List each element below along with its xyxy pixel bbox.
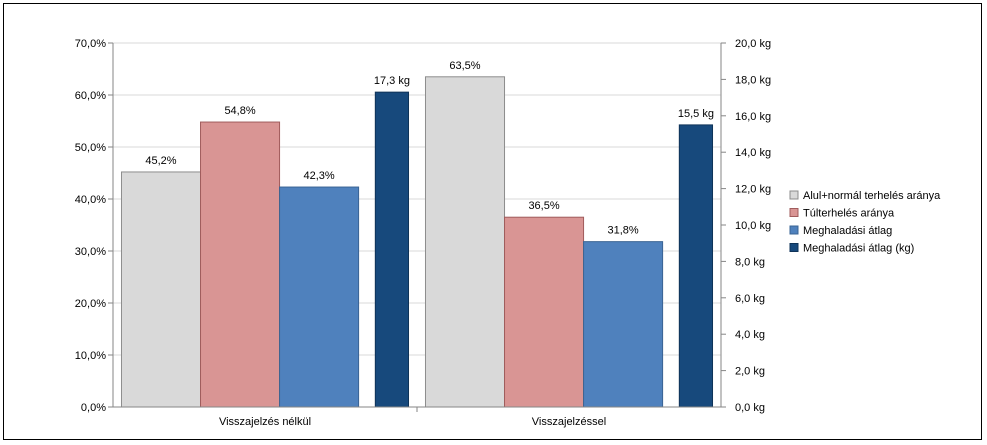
y-left-tick-label: 50,0% [75,142,106,154]
x-category-label: Visszajelzés nélkül [219,416,311,428]
legend-swatch [789,225,799,235]
y-right-tick-label: 2,0 kg [735,366,765,378]
y-right-tick-label: 0,0 kg [735,402,765,414]
legend: Alul+normál terhelés aránya Túlterhelés a… [789,190,941,255]
bar [424,76,506,408]
y-left-tick-label: 60,0% [75,90,106,102]
legend-swatch [789,190,799,200]
bar [374,91,410,408]
y-left-tick-label: 40,0% [75,194,106,206]
data-label: 54,8% [224,105,255,117]
bars [120,76,714,408]
legend-swatch [789,243,799,252]
y-left-tick-label: 70,0% [75,38,106,50]
bar [120,171,202,408]
data-labels: 45,2% 54,8% 42,3% 17,3 kg 63,5% 36,5% 31,8% 15,… [145,60,714,237]
y-right-tick-label: 8,0 kg [735,256,765,268]
bar [678,124,714,408]
data-label: 36,5% [528,200,559,212]
legend-label: Túlterhelés aránya [803,208,895,220]
legend-label: Meghaladási átlag [803,225,892,237]
data-label: 15,5 kg [678,108,714,120]
y-left-tick-label: 30,0% [75,246,106,258]
bar [504,216,585,408]
data-label: 45,2% [145,155,176,167]
y-right-tick-label: 4,0 kg [735,329,765,341]
y-right-tick-label: 18,0 kg [735,74,771,86]
data-label: 63,5% [449,60,480,72]
y-left-tick-label: 20,0% [75,298,106,310]
y-right-tick-label: 16,0 kg [735,111,771,123]
y-right-tick-label: 14,0 kg [735,147,771,159]
bar [200,121,281,408]
y-right-tick-label: 20,0 kg [735,38,771,50]
data-label: 17,3 kg [374,75,410,87]
data-label: 42,3% [303,170,334,182]
y-left-tick-label: 0,0% [81,402,106,414]
legend-swatch [789,208,799,217]
y-left-tick-label: 10,0% [75,350,106,362]
axes: 0,0% 10,0% 20,0% 30,0% 40,0% 50,0% 60,0% 70,0% 0… [75,38,771,428]
bar [583,241,664,408]
data-label: 31,8% [607,225,638,237]
y-right-tick-label: 6,0 kg [735,293,765,305]
x-category-label: Visszajelzéssel [532,416,606,428]
legend-label: Meghaladási átlag (kg) [803,243,914,255]
bar [279,186,360,408]
legend-label: Alul+normál terhelés aránya [803,190,941,202]
y-right-tick-label: 12,0 kg [735,184,771,196]
y-right-tick-label: 10,0 kg [735,220,771,232]
